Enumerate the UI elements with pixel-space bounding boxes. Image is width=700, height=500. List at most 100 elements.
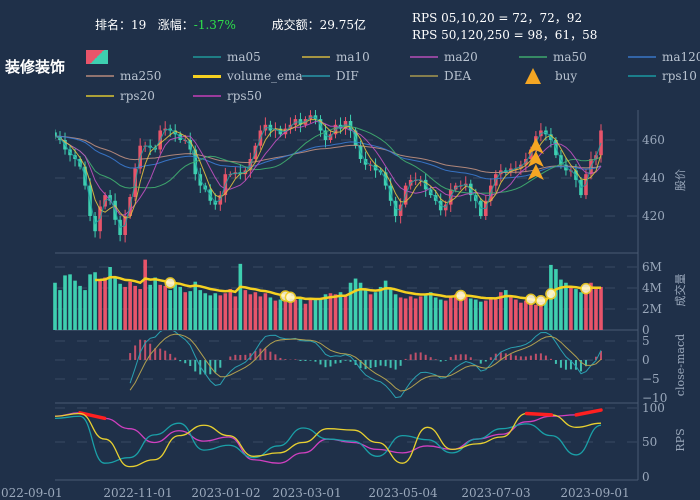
volume-bar (93, 272, 97, 330)
volume-bar (213, 293, 218, 330)
volume-bar (293, 299, 298, 330)
line-swatch-icon (410, 56, 438, 58)
volume-bar (368, 294, 373, 330)
volume-bar (524, 300, 528, 330)
volume-bar (494, 299, 498, 330)
volume-bar (544, 298, 548, 330)
rps-line-2: RPS 50,120,250 = 98，61，58 (412, 28, 598, 42)
change-value: -1.37% (193, 18, 236, 32)
volume-bar (208, 295, 213, 330)
line-swatch-icon (302, 56, 330, 58)
legend-item-candle[interactable] (86, 50, 114, 64)
line-swatch-icon (628, 56, 656, 58)
volume-bar (163, 285, 168, 330)
volume-bar (308, 298, 313, 330)
legend-label: ma250 (120, 69, 162, 83)
turnover-label: 成交额： (271, 18, 320, 32)
volume-bar (579, 292, 583, 330)
buy-signal-marker (527, 164, 544, 180)
legend-item-rps20[interactable]: rps20 (86, 89, 155, 103)
volume-bar (248, 294, 253, 330)
volume-bar (353, 278, 358, 330)
volume-bar (83, 290, 87, 330)
dif-line (129, 331, 602, 399)
sector-title: 装修装饰 (5, 58, 66, 76)
x-tick-label: 2023-05-04 (368, 486, 438, 500)
legend-item-DIF[interactable]: DIF (302, 69, 359, 83)
legend-label: DEA (444, 69, 472, 83)
axis-title: close-macd (674, 334, 687, 396)
volume-bar (589, 282, 593, 330)
legend-item-volume_ema[interactable]: volume_ema (193, 69, 303, 83)
line-swatch-icon (302, 75, 330, 77)
volume-bar (73, 280, 77, 330)
legend-item-DEA[interactable]: DEA (410, 69, 471, 83)
volume-bar (233, 296, 238, 330)
legend-label: ma05 (227, 50, 261, 64)
legend-item-ma250[interactable]: ma250 (86, 69, 161, 83)
volume-bar (458, 292, 463, 330)
legend-item-ma20[interactable]: ma20 (410, 50, 478, 64)
axis-tick-label: 460 (642, 133, 665, 147)
volume-bar (168, 290, 173, 330)
volume-bar (303, 303, 308, 330)
ma10-line (55, 119, 602, 219)
volume-bar (453, 294, 458, 330)
volume-bar (473, 299, 478, 330)
volume-bar (358, 282, 363, 330)
volume-bar (258, 296, 263, 330)
rps50-high-highlight (574, 408, 603, 417)
axis-tick-label: 6M (642, 260, 662, 274)
volume-bar (343, 295, 348, 330)
x-tick-label: 2022-09-01 (0, 486, 63, 500)
volume-bar (584, 291, 588, 330)
legend-item-ma50[interactable]: ma50 (519, 50, 587, 64)
volume-bar (388, 289, 393, 330)
rps50-high-highlight (78, 411, 107, 421)
legend-item-ma10[interactable]: ma10 (302, 50, 370, 64)
volume-bar (148, 284, 152, 330)
volume-bar (298, 298, 303, 330)
volume-bar (318, 298, 323, 330)
legend-item-rps10[interactable]: rps10 (628, 69, 697, 83)
volume-bar (178, 286, 183, 330)
volume-bar (539, 302, 543, 330)
volume-bar (363, 290, 368, 330)
volume-highlight-marker (525, 293, 537, 306)
volume-bar (448, 297, 453, 330)
legend-item-ma05[interactable]: ma05 (193, 50, 261, 64)
volume-bar (323, 294, 328, 330)
volume-bar (438, 299, 443, 330)
volume-bar (534, 304, 538, 330)
line-swatch-icon (193, 56, 221, 58)
volume-bar (123, 286, 127, 330)
x-tick-label: 2023-09-01 (560, 486, 629, 500)
buy-signal-marker (527, 151, 544, 167)
axis-tick-label: 2M (642, 302, 662, 316)
legend-label: buy (555, 69, 578, 83)
volume-bar (403, 298, 408, 330)
legend-item-ma120[interactable]: ma120 (628, 50, 700, 64)
legend-label: ma10 (336, 50, 370, 64)
volume-highlight-marker (454, 289, 467, 302)
ma05-line (55, 116, 602, 229)
volume-bar (113, 276, 117, 330)
volume-bar (198, 290, 203, 330)
buy-triangle-icon (525, 68, 541, 84)
volume-bar (228, 289, 233, 330)
axis-tick-label: 440 (642, 171, 665, 185)
volume-bar (348, 282, 353, 330)
volume-bar (223, 293, 228, 330)
legend-item-rps50[interactable]: rps50 (193, 89, 262, 103)
volume-bar (333, 294, 338, 330)
volume-highlight-marker (164, 277, 176, 289)
volume-bar (203, 293, 208, 330)
axis-tick-label: 420 (642, 209, 665, 223)
volume-bar (338, 292, 343, 330)
volume-bar (463, 295, 468, 330)
volume-bar (63, 275, 67, 330)
volume-highlight-marker (535, 294, 547, 307)
volume-bar (443, 300, 448, 330)
legend-item-buy[interactable]: buy (519, 68, 578, 84)
x-tick-label: 2022-11-01 (103, 486, 172, 500)
